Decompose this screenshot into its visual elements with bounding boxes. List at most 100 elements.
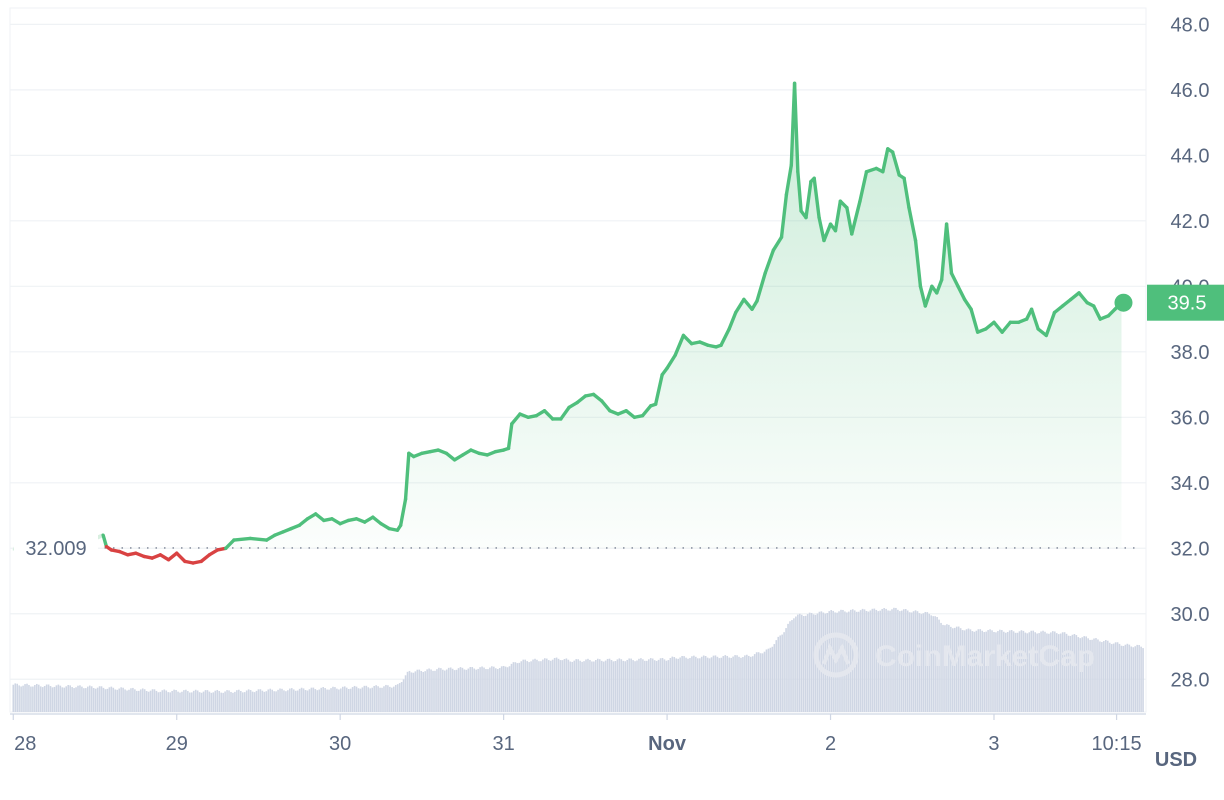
price-segment (653, 373, 664, 406)
price-segment (1060, 297, 1073, 308)
price-segment (175, 551, 187, 564)
x-axis-ticks: 28 29 30 31 Nov 2 3 10:15 (10, 713, 1146, 755)
price-segment (600, 399, 612, 413)
price-segment (907, 206, 918, 243)
price-segment (881, 147, 890, 174)
baseline-price-label: 32.009 (25, 538, 86, 560)
price-segment (796, 170, 803, 213)
price-segment (845, 206, 854, 236)
current-price-badge: 39.5 (1147, 284, 1224, 321)
y-tick-label: 42.0 (1171, 211, 1210, 233)
price-segment (727, 310, 738, 331)
price-segment (297, 517, 310, 528)
price-segment (763, 248, 776, 275)
x-tick-label: 10:15 (1092, 733, 1142, 755)
price-segment (949, 271, 960, 289)
y-tick-label: 32.0 (1171, 538, 1210, 560)
y-tick-label: 36.0 (1171, 407, 1210, 429)
x-tick-label: 2 (825, 733, 836, 755)
current-price-label: 39.5 (1168, 293, 1207, 315)
price-segment (755, 271, 767, 303)
price-segment (962, 297, 973, 311)
price-segment (542, 409, 555, 421)
price-segment (1069, 291, 1081, 302)
watermark-logo-icon (813, 632, 859, 678)
price-segment (232, 536, 252, 542)
price-segment (1000, 320, 1013, 334)
baseline-badge: 32.009 (14, 532, 98, 563)
y-tick-label: 38.0 (1171, 342, 1210, 364)
price-segment (371, 515, 383, 526)
price-segment (640, 404, 653, 418)
x-tick-label: 30 (329, 733, 351, 755)
price-segment (624, 409, 637, 420)
price-segment (559, 405, 571, 421)
y-tick-label: 46.0 (1171, 80, 1210, 102)
y-tick-label: 44.0 (1171, 145, 1210, 167)
price-segment (784, 163, 794, 197)
price-segment (817, 215, 826, 243)
price-segment (719, 327, 731, 347)
price-segment (850, 199, 862, 236)
price-segment (939, 222, 949, 282)
price-segment (918, 284, 928, 308)
price-segment (444, 451, 457, 462)
x-tick-label: 29 (166, 733, 188, 755)
currency-unit-label: USD (1155, 749, 1197, 771)
price-segment (792, 81, 800, 174)
x-tick-label: Nov (648, 733, 687, 755)
price-segment (510, 412, 522, 426)
price-segment (1044, 310, 1057, 338)
y-axis-ticks: 48.046.044.042.040.038.036.034.032.030.0… (1171, 14, 1210, 691)
price-line (101, 81, 1124, 565)
price-segment (923, 284, 934, 308)
price-segment (779, 192, 789, 239)
price-segment (858, 170, 869, 203)
price-segment (575, 394, 588, 405)
price-segment (864, 166, 879, 174)
price-segment (969, 307, 980, 334)
y-tick-label: 34.0 (1171, 473, 1210, 495)
price-segment (742, 297, 754, 311)
price-segment (313, 512, 326, 523)
price-segment (822, 222, 833, 243)
x-tick-label: 28 (14, 733, 36, 755)
price-segment (101, 533, 109, 549)
price-segment (403, 451, 411, 501)
price-segment (984, 320, 996, 331)
price-segment (935, 278, 944, 295)
price-segment (591, 392, 604, 403)
current-price-dot[interactable] (1114, 293, 1133, 312)
price-segment (992, 320, 1004, 334)
price-segment (1077, 291, 1089, 305)
price-segment (944, 222, 954, 275)
y-tick-label: 48.0 (1171, 14, 1210, 36)
price-segment (804, 179, 813, 220)
price-area-fill (103, 83, 1122, 548)
price-segment (1052, 304, 1065, 315)
price-segment (224, 538, 236, 550)
price-segment (833, 199, 843, 233)
price-segment (398, 497, 408, 528)
price-segment (199, 553, 212, 564)
y-tick-label: 30.0 (1171, 604, 1210, 626)
price-segment (248, 536, 269, 542)
price-segment (812, 176, 821, 220)
price-segment (890, 150, 901, 177)
price-segment (734, 297, 746, 315)
y-tick-label: 28.0 (1171, 669, 1210, 691)
price-segment (902, 176, 911, 210)
price-segment (956, 284, 967, 302)
price-segment (665, 353, 677, 370)
price-segment (771, 235, 784, 253)
price-segment (913, 238, 923, 289)
price-segment (506, 422, 514, 451)
price-segment (1091, 304, 1102, 321)
watermark-text: CoinMarketCap (875, 640, 1095, 673)
x-tick-label: 3 (988, 733, 999, 755)
x-tick-label: 31 (493, 733, 515, 755)
volume-histogram (12, 607, 1144, 712)
price-segment (673, 333, 686, 357)
price-segment (681, 333, 694, 346)
